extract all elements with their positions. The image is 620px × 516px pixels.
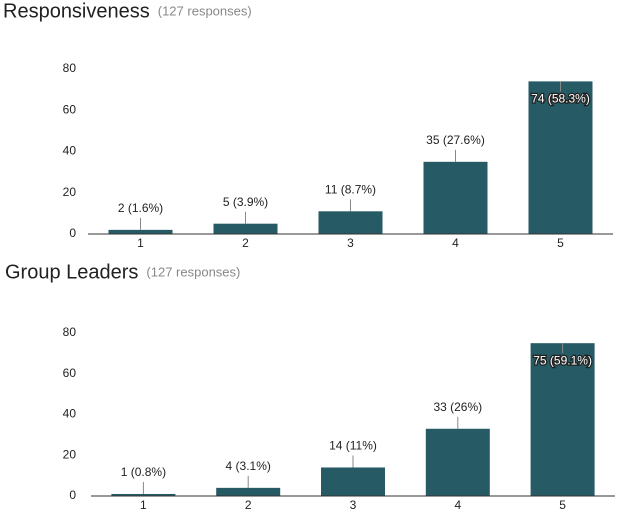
bar	[213, 223, 278, 234]
x-tick-label: 4	[452, 236, 459, 250]
bar	[108, 229, 173, 234]
x-tick-label: 1	[140, 498, 147, 512]
y-tick-label: 60	[63, 366, 77, 380]
x-tick-label: 2	[242, 236, 249, 250]
value-label: 1 (0.8%)	[121, 465, 166, 479]
value-label: 33 (26%)	[433, 400, 482, 414]
value-label: 4 (3.1%)	[226, 459, 271, 473]
value-label: 35 (27.6%)	[426, 133, 485, 147]
bar	[216, 487, 281, 496]
x-tick-label: 1	[137, 236, 144, 250]
chart: Group Leaders (127 responses) 0 20 40 60 80 1 1 …	[5, 261, 615, 512]
x-tick-label: 3	[350, 498, 357, 512]
chart: Responsiveness (127 responses) 0 20 40 60 80 1 2…	[3, 0, 613, 250]
bar	[423, 161, 488, 234]
bar	[318, 211, 383, 234]
value-label: 75 (59.1%)	[533, 353, 592, 367]
x-tick-label: 5	[557, 236, 564, 250]
bar	[530, 343, 595, 496]
y-tick-label: 60	[63, 102, 77, 116]
bar	[321, 467, 385, 496]
value-label: 5 (3.9%)	[223, 195, 268, 209]
chart-title: Responsiveness	[3, 0, 150, 22]
x-tick-label: 3	[347, 236, 354, 250]
value-label: 14 (11%)	[329, 439, 377, 453]
y-tick-label: 20	[63, 447, 77, 461]
chart-subtitle: (127 responses)	[158, 3, 252, 18]
x-tick-label: 5	[559, 498, 566, 512]
bar	[528, 81, 593, 234]
value-label: 11 (8.7%)	[325, 182, 376, 196]
y-tick-label: 80	[63, 61, 77, 75]
chart-title: Group Leaders	[5, 261, 138, 283]
y-tick-label: 0	[69, 488, 76, 502]
bar	[111, 493, 176, 496]
x-tick-label: 2	[245, 498, 252, 512]
x-tick-label: 4	[454, 498, 461, 512]
value-label: 74 (58.3%)	[531, 92, 590, 106]
y-tick-label: 0	[69, 226, 76, 240]
y-tick-label: 20	[63, 185, 77, 199]
y-tick-label: 40	[63, 144, 77, 158]
value-label: 2 (1.6%)	[118, 201, 163, 215]
y-tick-label: 40	[63, 407, 77, 421]
y-tick-label: 80	[63, 325, 77, 339]
chart-subtitle: (127 responses)	[146, 264, 240, 279]
bar	[425, 428, 490, 496]
